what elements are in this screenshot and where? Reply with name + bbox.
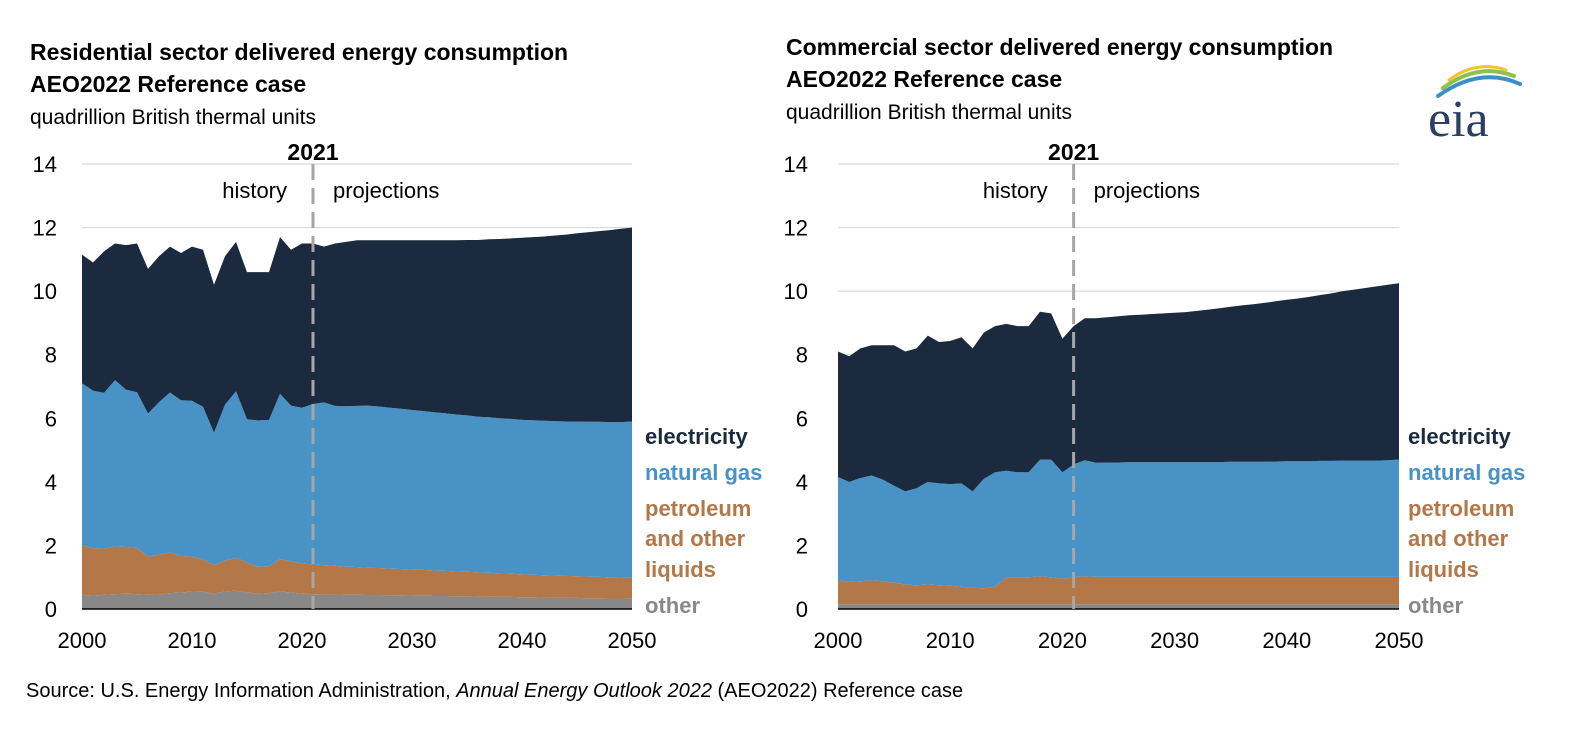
commercial-chart: Commercial sector delivered energy consu… (784, 34, 1526, 653)
residential-legend-other: other (645, 593, 700, 618)
commercial-x-tick-label: 2050 (1375, 628, 1424, 653)
residential-y-tick-label: 4 (45, 470, 57, 495)
commercial-y-tick-label: 8 (796, 343, 808, 368)
commercial-x-tick-label: 2030 (1150, 628, 1199, 653)
commercial-x-tick-label: 2020 (1038, 628, 1087, 653)
residential-x-tick-label: 2000 (58, 628, 107, 653)
residential-x-tick-label: 2040 (498, 628, 547, 653)
residential-units: quadrillion British thermal units (30, 106, 316, 129)
eia-logo: eia (1428, 65, 1522, 148)
residential-area-natural-gas (82, 380, 632, 578)
residential-y-tick-label: 8 (45, 343, 57, 368)
eia-logo-icon (1436, 65, 1522, 98)
residential-legend-petroleum: petroleum (645, 496, 751, 521)
residential-x-tick-label: 2050 (608, 628, 657, 653)
commercial-legend-other: other (1408, 593, 1463, 618)
residential-y-tick-label: 0 (45, 597, 57, 622)
residential-y-tick-label: 2 (45, 533, 57, 558)
commercial-y-tick-label: 2 (796, 533, 808, 558)
commercial-x-tick-label: 2000 (814, 628, 863, 653)
commercial-y-tick-label: 4 (796, 470, 808, 495)
eia-logo-text: eia (1428, 91, 1489, 148)
residential-history-label: history (222, 178, 287, 203)
source-prefix: Source: U.S. Energy Information Administ… (26, 680, 457, 702)
commercial-units: quadrillion British thermal units (786, 101, 1072, 124)
residential-legend-natural-gas: natural gas (645, 460, 762, 485)
commercial-legend-petroleum: liquids (1408, 557, 1479, 582)
residential-y-tick-label: 10 (33, 279, 57, 304)
commercial-y-tick-label: 14 (784, 152, 808, 177)
commercial-x-tick-label: 2010 (926, 628, 975, 653)
residential-area-other (82, 590, 632, 609)
residential-plot: 0 2 4 6 8 10 12 14 2000 2010 2020 2030 2040 2050 2021h… (33, 139, 763, 653)
commercial-divider-year: 2021 (1048, 139, 1099, 165)
commercial-subtitle: AEO2022 Reference case (786, 66, 1062, 92)
residential-legend-petroleum: liquids (645, 557, 716, 582)
residential-y-tick-label: 12 (33, 216, 57, 241)
residential-y-tick-label: 14 (33, 152, 57, 177)
residential-x-tick-label: 2010 (168, 628, 217, 653)
commercial-legend-petroleum: petroleum (1408, 496, 1514, 521)
commercial-history-label: history (983, 178, 1048, 203)
commercial-area-natural-gas (838, 459, 1399, 589)
commercial-area-other (838, 604, 1399, 609)
commercial-legend-petroleum: and other (1408, 526, 1509, 551)
commercial-legend-electricity: electricity (1408, 424, 1511, 449)
residential-x-tick-label: 2030 (388, 628, 437, 653)
commercial-y-tick-label: 12 (784, 216, 808, 241)
residential-projections-label: projections (333, 178, 439, 203)
commercial-area-electricity (838, 283, 1399, 492)
residential-legend-electricity: electricity (645, 424, 748, 449)
commercial-y-tick-label: 0 (796, 597, 808, 622)
source-note: Source: U.S. Energy Information Administ… (26, 680, 963, 703)
commercial-area-petroleum (838, 576, 1399, 605)
residential-subtitle: AEO2022 Reference case (30, 71, 306, 97)
residential-y-tick-label: 6 (45, 406, 57, 431)
commercial-x-tick-label: 2040 (1262, 628, 1311, 653)
residential-chart: Residential sector delivered energy cons… (30, 39, 762, 653)
residential-divider-year: 2021 (287, 139, 338, 165)
residential-legend-petroleum: and other (645, 526, 746, 551)
commercial-y-tick-label: 10 (784, 279, 808, 304)
commercial-y-tick-label: 6 (796, 406, 808, 431)
residential-area-petroleum (82, 545, 632, 599)
residential-area-electricity (82, 227, 632, 433)
commercial-projections-label: projections (1094, 178, 1200, 203)
commercial-plot: 0 2 4 6 8 10 12 14 2000 2010 2020 2030 2040 2050 2021h… (784, 139, 1526, 653)
source-suffix: (AEO2022) Reference case (711, 680, 964, 702)
commercial-legend-natural-gas: natural gas (1408, 460, 1525, 485)
commercial-title: Commercial sector delivered energy consu… (786, 34, 1333, 60)
residential-x-tick-label: 2020 (278, 628, 327, 653)
residential-title: Residential sector delivered energy cons… (30, 39, 568, 65)
source-italic: Annual Energy Outlook 2022 (456, 680, 712, 702)
